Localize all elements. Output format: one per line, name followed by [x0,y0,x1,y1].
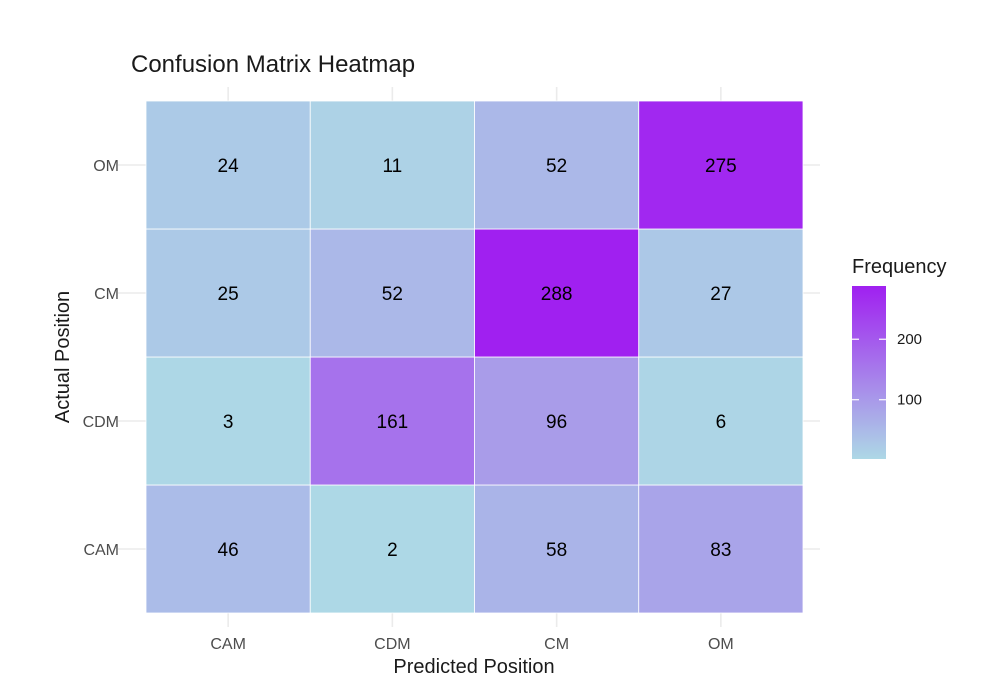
heatmap-cell [145,100,311,230]
x-tick-label: CM [544,636,569,653]
cell-value-label: 96 [546,412,567,433]
cell-value-label: 2 [387,540,398,561]
legend-tick-label: 200 [897,331,922,348]
cell-value-label: 52 [382,284,403,305]
legend-colorbar [852,286,886,459]
heatmap-cell [474,484,640,614]
heatmap-cell [145,484,311,614]
heatmap-cell [309,356,475,486]
cell-value-label: 46 [218,540,239,561]
heatmap-cell [474,228,640,358]
y-tick-label: CM [94,286,119,303]
heatmap-cell [309,484,475,614]
cell-value-label: 52 [546,156,567,177]
cell-value-label: 288 [541,284,573,305]
legend-title: Frequency [852,256,947,278]
heatmap-cell [638,100,804,230]
cell-value-label: 58 [546,540,567,561]
legend-ticks: 100 200 [852,331,922,409]
y-axis-title: Actual Position [52,291,74,423]
heatmap-cell [309,100,475,230]
heatmap-cell [145,228,311,358]
heatmap-cell [638,484,804,614]
x-axis-ticks: CAM CDM CM OM [210,636,733,653]
legend-tick-label: 100 [897,392,922,409]
cell-value-label: 27 [710,284,731,305]
y-tick-label: OM [93,158,119,175]
heatmap-cell [638,356,804,486]
chart-title: Confusion Matrix Heatmap [131,51,415,78]
heatmap-cell [638,228,804,358]
x-tick-label: CAM [210,636,246,653]
cell-value-label: 25 [218,284,239,305]
cell-value-label: 161 [377,412,409,433]
heatmap-cells [145,100,804,614]
cell-value-label: 24 [218,156,240,177]
color-legend: Frequency 100 200 [852,256,947,459]
x-tick-label: OM [708,636,734,653]
y-axis-ticks: CAM CDM CM OM [83,158,119,559]
x-tick-label: CDM [374,636,410,653]
cell-value-label: 11 [383,156,403,177]
y-tick-label: CDM [83,414,119,431]
cell-labels: 46 2 58 83 3 161 96 6 25 52 288 27 24 11 52 275 [218,156,737,561]
heatmap-cell [474,100,640,230]
x-axis-title: Predicted Position [393,656,554,678]
cell-value-label: 275 [705,156,737,177]
cell-value-label: 83 [710,540,731,561]
cell-value-label: 6 [716,412,727,433]
cell-value-label: 3 [223,412,234,433]
y-tick-label: CAM [83,542,119,559]
